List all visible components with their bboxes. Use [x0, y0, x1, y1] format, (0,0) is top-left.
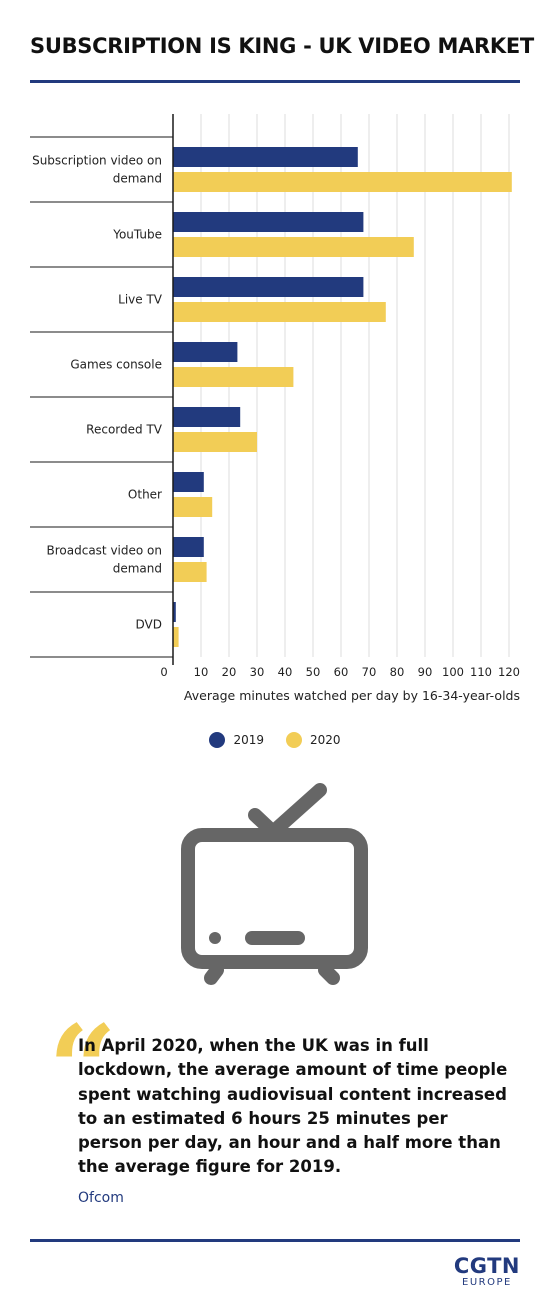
bar-2020-2 [173, 302, 386, 322]
x-tick-label: 0 [160, 665, 167, 679]
bar-2019-6 [173, 537, 204, 557]
bar-2019-1 [173, 212, 364, 232]
x-tick-label: 10 [194, 665, 209, 679]
category-label: DVD [136, 618, 162, 632]
bar-2020-4 [173, 432, 257, 452]
legend-swatch-2020 [286, 732, 302, 748]
cgtn-europe-logo: CGTN EUROPE [454, 1256, 520, 1288]
top-divider [30, 80, 520, 83]
logo-sub-text: EUROPE [462, 1277, 512, 1288]
x-tick-label: 20 [222, 665, 237, 679]
legend-item-2020: 2020 [286, 732, 341, 748]
quote-text: In April 2020, when the UK was in full l… [78, 1036, 508, 1177]
bottom-divider [30, 1239, 520, 1242]
bar-2019-3 [173, 342, 238, 362]
quote-source: Ofcom [78, 1190, 124, 1206]
legend-label-2019: 2019 [233, 733, 264, 747]
x-tick-label: 90 [418, 665, 433, 679]
x-tick-label: 100 [442, 665, 464, 679]
bar-chart: Subscription video on demand YouTube Live T… [30, 114, 520, 703]
logo-main-text: CGTN [453, 1254, 520, 1278]
x-tick-label: 40 [278, 665, 293, 679]
x-tick-label: 80 [390, 665, 405, 679]
category-label: YouTube [112, 228, 162, 242]
category-label: demand [113, 172, 162, 186]
x-tick-label: 110 [470, 665, 492, 679]
category-label: Recorded TV [86, 423, 163, 437]
legend-item-2019: 2019 [209, 732, 264, 748]
legend-swatch-2019 [209, 732, 226, 748]
x-tick-label: 70 [362, 665, 377, 679]
bar-2020-6 [173, 562, 207, 582]
bar-2020-1 [173, 237, 414, 257]
category-label: Live TV [118, 293, 163, 307]
category-label: Broadcast video on [47, 544, 162, 558]
tv-icon [181, 783, 368, 985]
bar-2019-0 [173, 147, 358, 167]
x-tick-label: 50 [306, 665, 321, 679]
category-label: demand [113, 562, 162, 576]
category-label: Other [128, 488, 162, 502]
bar-2019-4 [173, 407, 241, 427]
x-tick-label: 30 [250, 665, 265, 679]
legend-label-2020: 2020 [310, 733, 341, 747]
x-tick-label: 60 [334, 665, 349, 679]
bar-2020-5 [173, 497, 213, 517]
bar-2019-7 [173, 602, 176, 622]
category-label: Subscription video on [32, 154, 162, 168]
x-axis-label: Average minutes watched per day by 16-34… [184, 688, 520, 703]
bar-2019-5 [173, 472, 204, 492]
page-title: SUBSCRIPTION IS KING - UK VIDEO MARKET [30, 34, 534, 58]
x-tick-label: 120 [498, 665, 520, 679]
category-label: Games console [70, 358, 162, 372]
bar-2019-2 [173, 277, 364, 297]
quote-mark-icon: “ [48, 999, 118, 1140]
bar-2020-7 [173, 627, 179, 647]
bar-2020-0 [173, 172, 512, 192]
chart-legend: 2019 2020 [0, 732, 550, 748]
bar-2020-3 [173, 367, 294, 387]
